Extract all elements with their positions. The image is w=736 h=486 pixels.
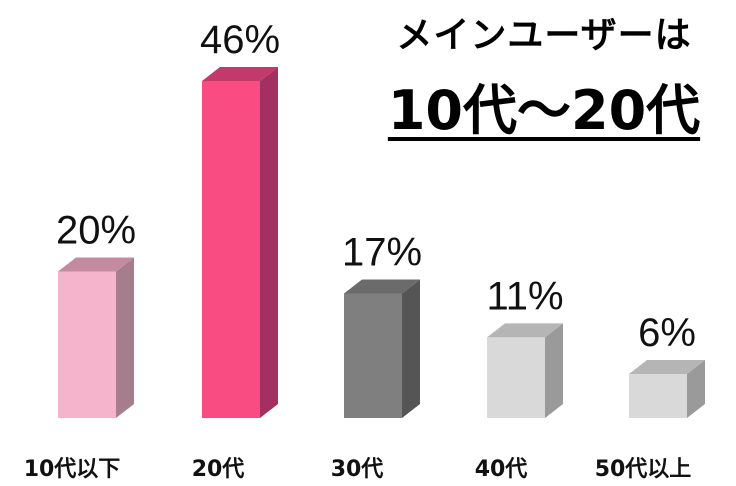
value-label-2: 17%	[342, 230, 422, 274]
bar-side-4	[687, 360, 705, 418]
value-label-3: 11%	[486, 274, 563, 318]
chart-title-line1: メインユーザーは	[396, 15, 692, 56]
bar-side-1	[260, 67, 278, 418]
category-label-4: 50代以上	[595, 457, 692, 482]
bar-side-3	[545, 323, 563, 418]
value-label-4: 6%	[638, 311, 696, 355]
bar-side-2	[402, 279, 420, 418]
chart-title-line2: 10代〜20代	[352, 66, 736, 145]
category-label-1: 20代	[192, 457, 245, 482]
bar-4	[629, 374, 687, 418]
chart-title-line2-text: 10代〜20代	[387, 79, 701, 142]
category-label-0: 10代以下	[24, 457, 121, 482]
value-label-0: 20%	[56, 208, 136, 252]
bar-3	[487, 337, 545, 418]
category-label-2: 30代	[331, 457, 384, 482]
value-label-1: 46%	[200, 18, 280, 62]
bar-2	[344, 293, 402, 418]
bar-top-4	[629, 360, 705, 375]
bar-1	[202, 81, 260, 418]
bar-top-1	[202, 67, 278, 81]
bar-top-0	[58, 257, 134, 272]
bar-top-3	[487, 323, 563, 338]
bar-side-0	[116, 257, 134, 418]
category-label-3: 40代	[475, 457, 528, 482]
bar-0	[58, 271, 116, 418]
bar-top-2	[344, 279, 420, 294]
